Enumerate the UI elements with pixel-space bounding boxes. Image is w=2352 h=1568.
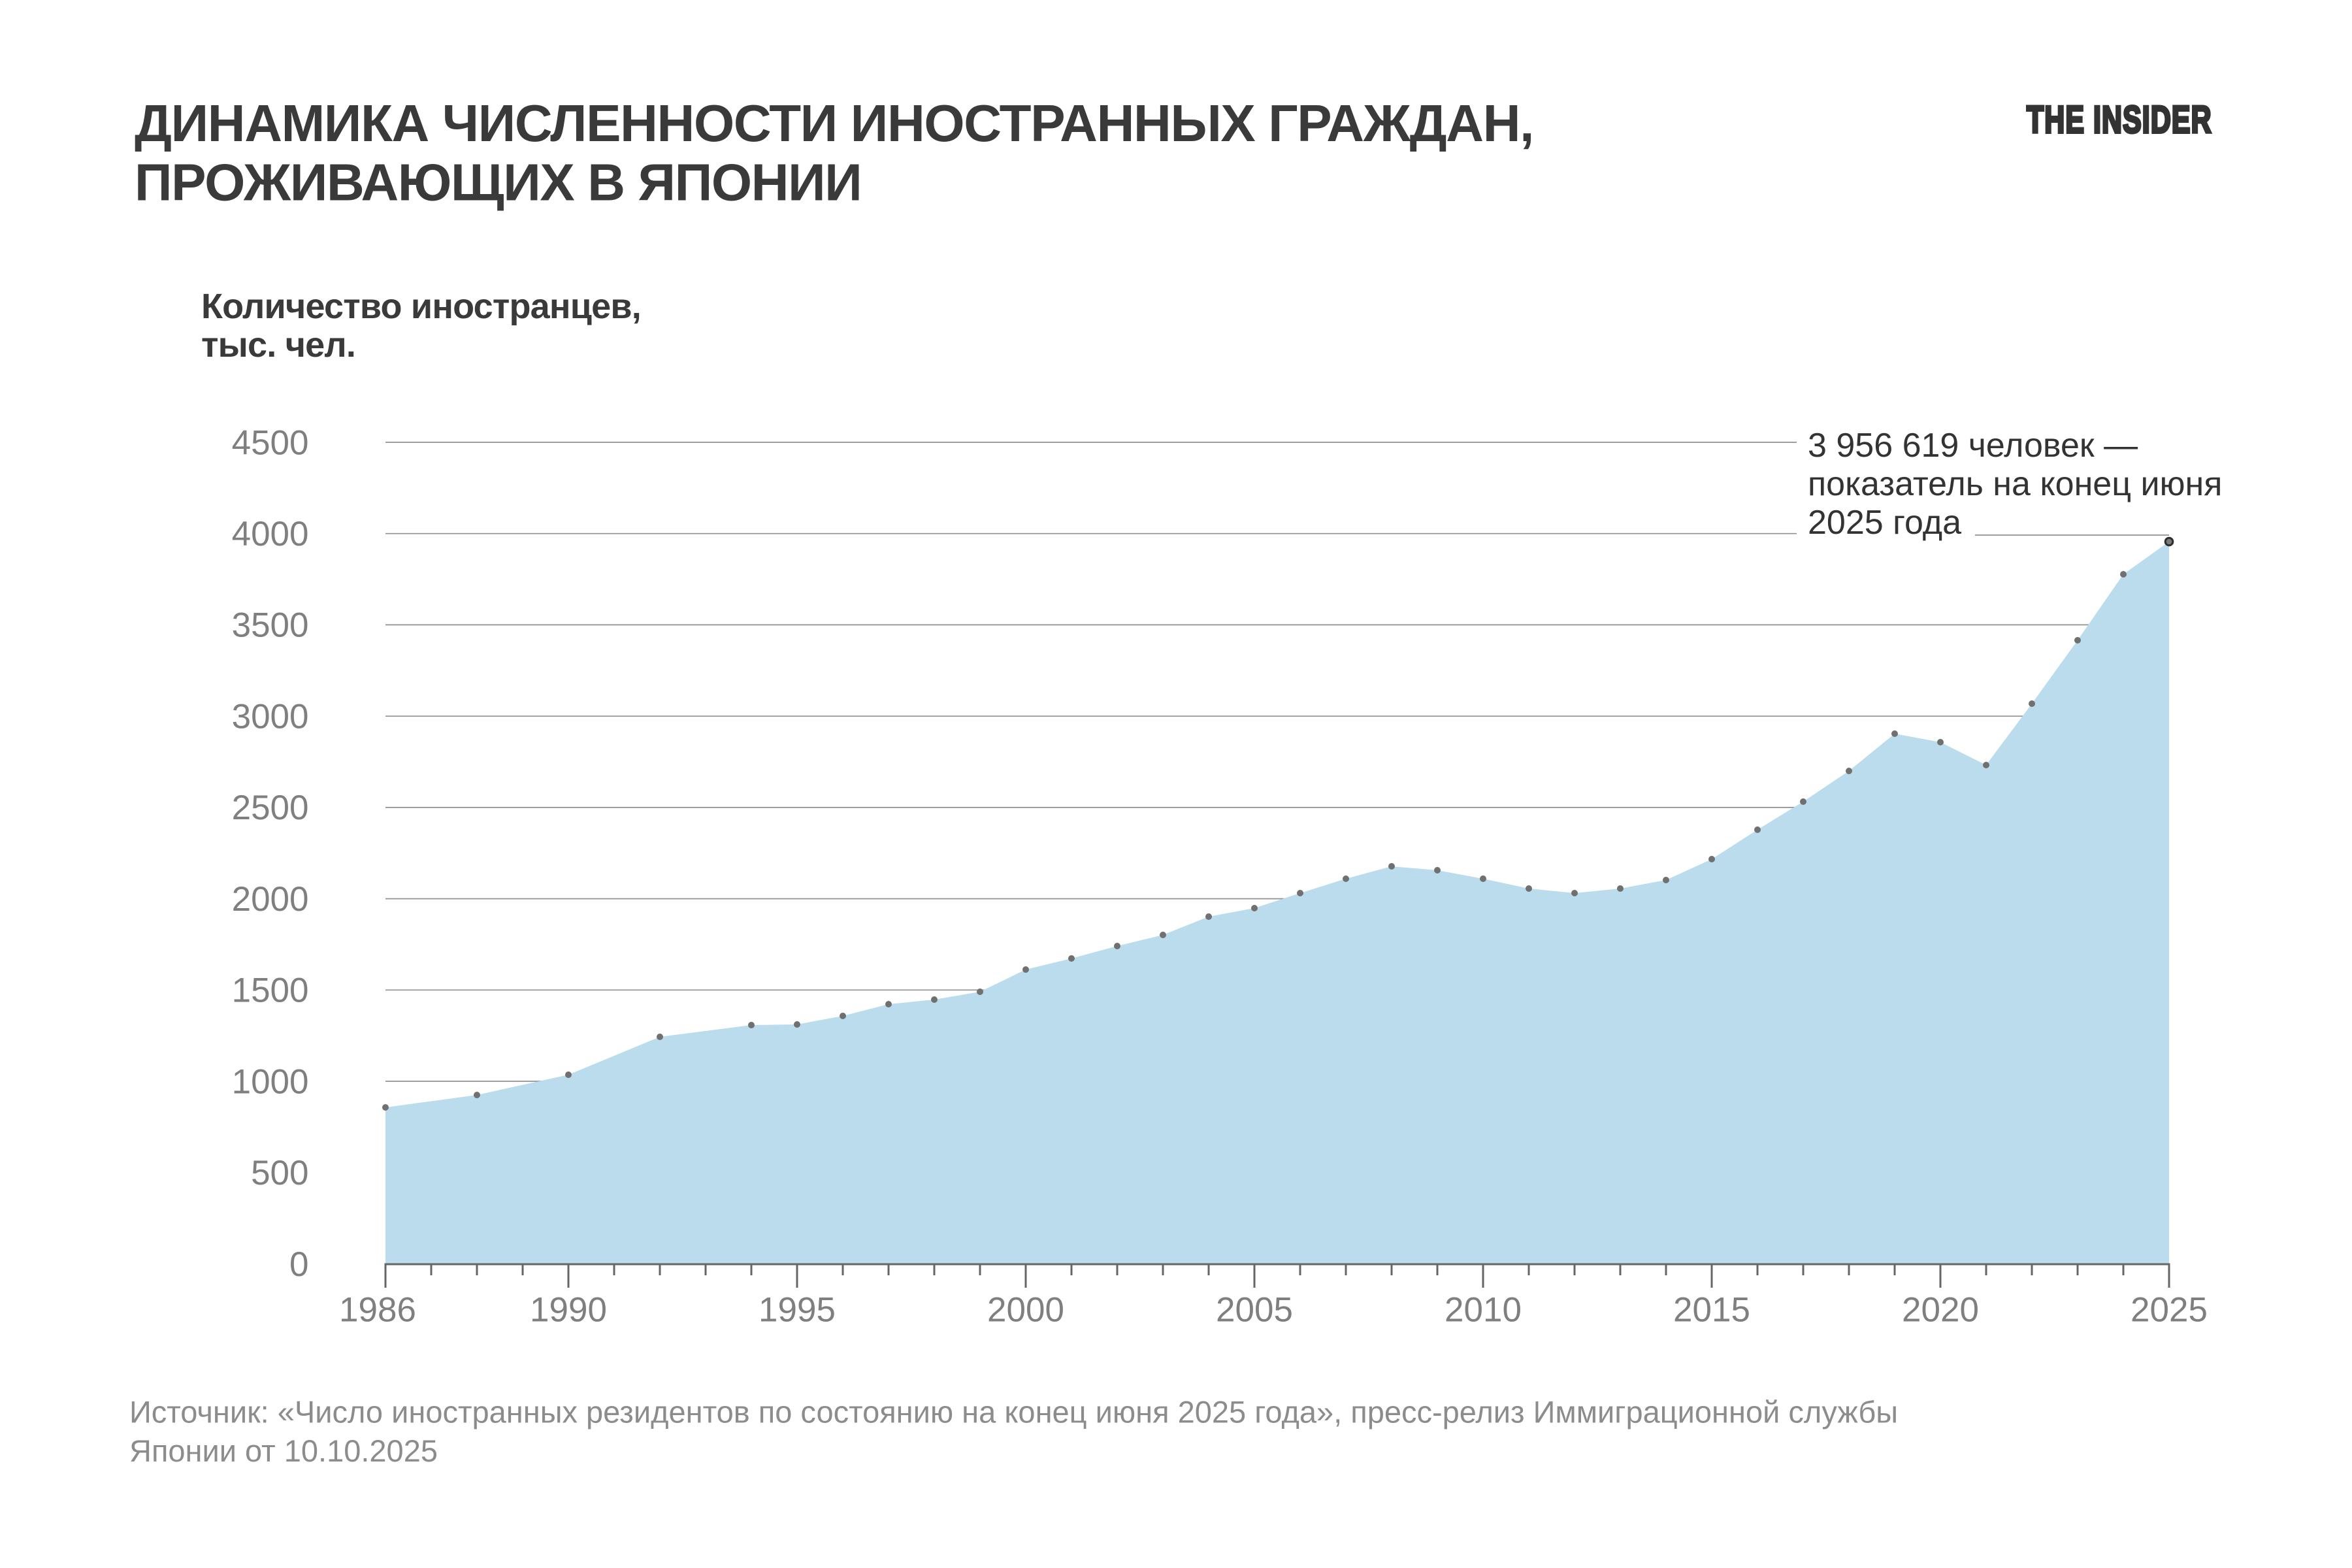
svg-text:показатель на конец июня: показатель на конец июня: [1808, 465, 2222, 503]
svg-text:2020: 2020: [1902, 1291, 1979, 1330]
svg-text:2005: 2005: [1216, 1291, 1293, 1330]
svg-text:3000: 3000: [232, 698, 309, 736]
svg-text:тыс. чел.: тыс. чел.: [201, 325, 355, 365]
svg-text:1500: 1500: [232, 972, 309, 1010]
svg-text:1990: 1990: [530, 1291, 607, 1330]
svg-text:4500: 4500: [232, 423, 309, 462]
svg-text:Источник: «Число иностранных р: Источник: «Число иностранных резидентов …: [129, 1395, 1898, 1429]
svg-text:3 956 619 человек —: 3 956 619 человек —: [1808, 427, 2138, 465]
svg-text:ДИНАМИКА ЧИСЛЕННОСТИ ИНОСТРАНН: ДИНАМИКА ЧИСЛЕННОСТИ ИНОСТРАННЫХ ГРАЖДАН…: [135, 94, 1533, 152]
svg-text:THE INSIDER: THE INSIDER: [2027, 99, 2212, 141]
svg-text:2025: 2025: [2131, 1291, 2208, 1330]
svg-text:0: 0: [289, 1245, 308, 1284]
svg-text:3500: 3500: [232, 606, 309, 645]
svg-text:2015: 2015: [1673, 1291, 1750, 1330]
svg-text:1995: 1995: [759, 1291, 836, 1330]
svg-text:ПРОЖИВАЮЩИХ В ЯПОНИИ: ПРОЖИВАЮЩИХ В ЯПОНИИ: [135, 154, 861, 212]
svg-text:2500: 2500: [232, 789, 309, 827]
svg-text:2025 года: 2025 года: [1808, 504, 1961, 542]
svg-text:2000: 2000: [232, 880, 309, 919]
svg-text:500: 500: [251, 1154, 308, 1192]
svg-text:4000: 4000: [232, 515, 309, 553]
svg-text:2010: 2010: [1445, 1291, 1522, 1330]
svg-text:Количество иностранцев,: Количество иностранцев,: [201, 287, 641, 326]
svg-text:Японии от 10.10.2025: Японии от 10.10.2025: [129, 1433, 438, 1468]
svg-text:2000: 2000: [987, 1291, 1064, 1330]
svg-text:1986: 1986: [339, 1291, 416, 1330]
svg-text:1000: 1000: [232, 1062, 309, 1101]
